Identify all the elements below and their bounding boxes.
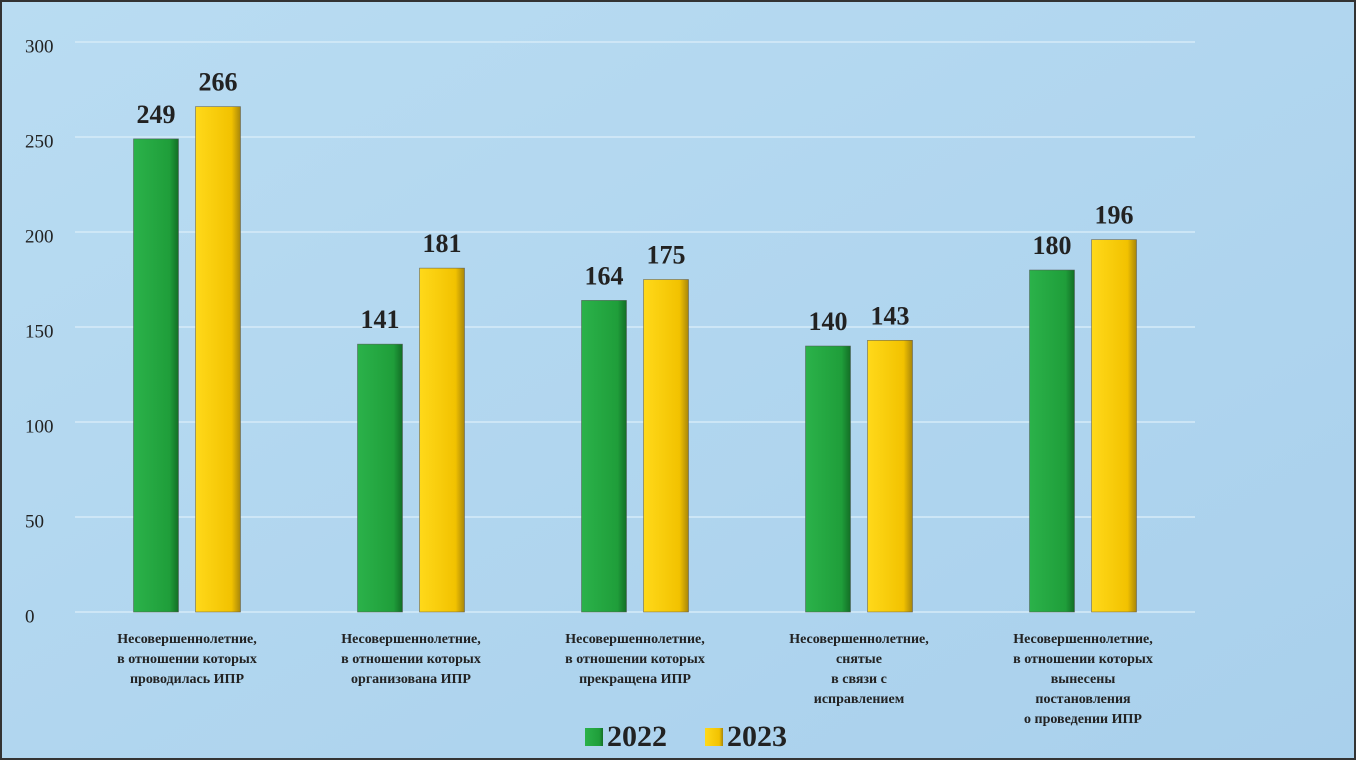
- value-label: 143: [871, 301, 910, 330]
- x-tick-label: прекращена ИПР: [579, 672, 691, 687]
- y-tick-label: 250: [25, 131, 54, 152]
- x-tick-label: Несовершеннолетние,: [565, 632, 704, 647]
- y-tick-label: 300: [25, 36, 54, 57]
- bar: [581, 300, 627, 613]
- x-tick-label: постановления: [1035, 692, 1131, 707]
- value-label: 164: [585, 261, 624, 290]
- x-tick-label: вынесены: [1051, 672, 1116, 687]
- x-tick-label: проводилась ИПР: [130, 672, 244, 687]
- x-tick-label: исправлением: [814, 692, 905, 707]
- x-tick-label: Несовершеннолетние,: [117, 632, 256, 647]
- y-tick-label: 100: [25, 416, 54, 437]
- bar: [195, 106, 241, 613]
- y-tick-label: 200: [25, 226, 54, 247]
- bar: [133, 138, 179, 613]
- bar: [357, 343, 403, 613]
- bar: [1091, 239, 1137, 613]
- bar: [419, 267, 465, 613]
- x-tick-label: Несовершеннолетние,: [1013, 632, 1152, 647]
- value-label: 180: [1033, 231, 1072, 260]
- bar: [1029, 269, 1075, 613]
- legend-label: 2023: [727, 720, 787, 753]
- x-tick-label: о проведении ИПР: [1024, 712, 1142, 727]
- value-label: 141: [361, 305, 400, 334]
- value-label: 181: [423, 229, 462, 258]
- x-tick-label: в отношении которых: [565, 652, 705, 667]
- x-tick-label: Несовершеннолетние,: [341, 632, 480, 647]
- y-tick-label: 0: [25, 606, 35, 627]
- y-tick-label: 150: [25, 321, 54, 342]
- legend-swatch: [585, 728, 603, 746]
- x-tick-label: в связи с: [831, 672, 887, 687]
- bar: [867, 340, 913, 613]
- value-label: 266: [199, 68, 238, 97]
- value-label: 196: [1095, 201, 1134, 230]
- x-tick-label: в отношении которых: [117, 652, 257, 667]
- y-tick-label: 50: [25, 511, 44, 532]
- x-tick-label: в отношении которых: [341, 652, 481, 667]
- value-label: 175: [647, 240, 686, 269]
- x-tick-label: снятые: [836, 652, 882, 667]
- bar: [643, 279, 689, 613]
- legend-label: 2022: [607, 720, 667, 753]
- value-label: 249: [137, 100, 176, 129]
- x-tick-label: Несовершеннолетние,: [789, 632, 928, 647]
- x-tick-label: в отношении которых: [1013, 652, 1153, 667]
- x-tick-label: организована ИПР: [351, 672, 471, 687]
- value-label: 140: [809, 307, 848, 336]
- bar: [805, 345, 851, 613]
- legend-swatch: [705, 728, 723, 746]
